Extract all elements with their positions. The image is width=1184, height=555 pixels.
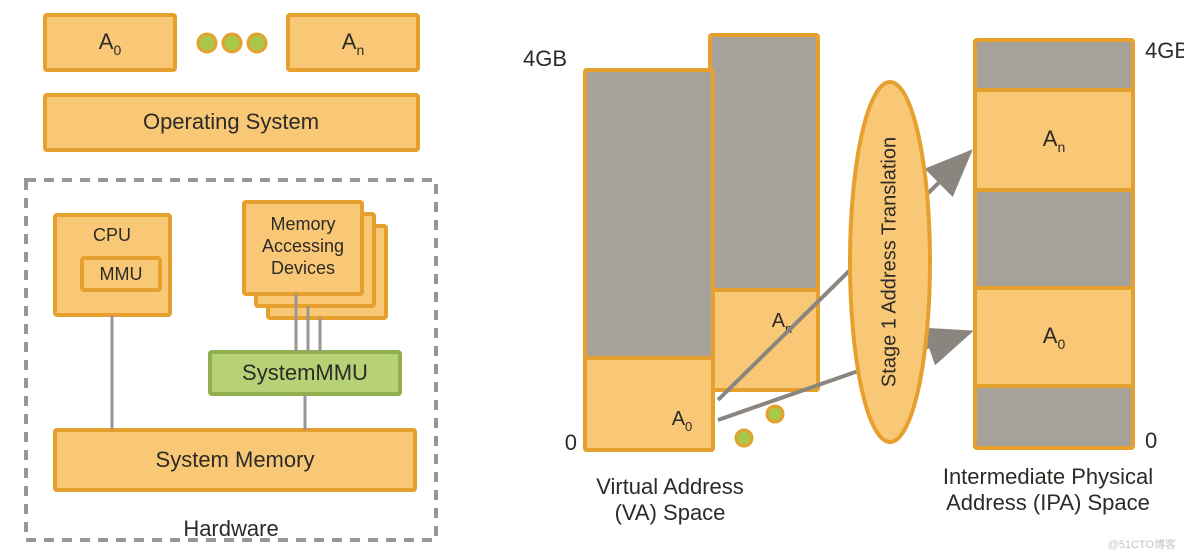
va-back-bottom: [710, 290, 818, 390]
label-systemmmu: SystemMMU: [242, 360, 368, 385]
ellipsis-dot-2: [223, 34, 241, 52]
label-0-left: 0: [565, 430, 577, 455]
label-os: Operating System: [143, 109, 319, 134]
watermark: @51CTO博客: [1108, 537, 1176, 551]
label-va-2: (VA) Space: [615, 500, 726, 525]
label-stage1: Stage 1 Address Translation: [878, 137, 900, 387]
label-va-1: Virtual Address: [596, 474, 744, 499]
va-front-bottom: [585, 358, 713, 450]
label-4gb-right: 4GB: [1145, 38, 1184, 63]
label-cpu: CPU: [93, 225, 131, 245]
label-4gb-left: 4GB: [523, 46, 567, 71]
label-dev2: Accessing: [262, 236, 344, 256]
label-dev1: Memory: [270, 214, 335, 234]
label-mmu: MMU: [100, 264, 143, 284]
green-dot-1: [736, 430, 752, 446]
label-dev3: Devices: [271, 258, 335, 278]
label-ipa-1: Intermediate Physical: [943, 464, 1153, 489]
green-dot-2: [767, 406, 783, 422]
label-0-right: 0: [1145, 428, 1157, 453]
label-sysmem: System Memory: [156, 447, 315, 472]
label-hardware: Hardware: [183, 516, 278, 541]
label-ipa-2: Address (IPA) Space: [946, 490, 1150, 515]
ellipsis-dot-3: [248, 34, 266, 52]
ellipsis-dot-1: [198, 34, 216, 52]
